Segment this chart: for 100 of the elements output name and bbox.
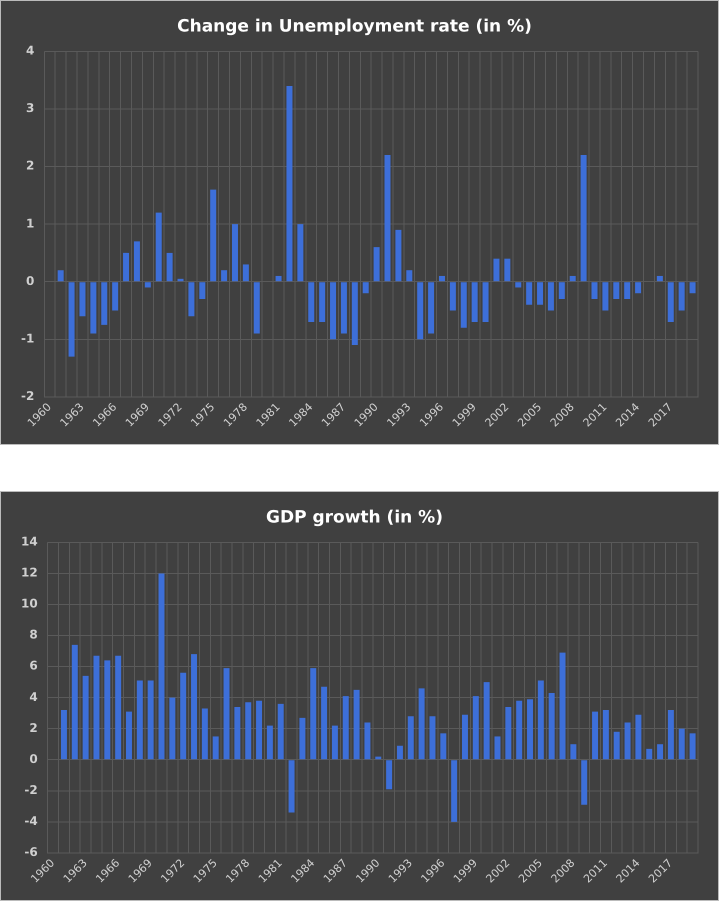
bar (668, 710, 674, 760)
bar (115, 656, 122, 760)
bar (516, 700, 522, 760)
bar (354, 690, 360, 760)
bar (678, 282, 685, 311)
bar (581, 760, 588, 805)
y-tick-label: 2 (29, 720, 38, 735)
bar (310, 668, 316, 760)
y-tick-label: 0 (29, 752, 38, 766)
y-tick-label: -6 (24, 844, 38, 859)
bar (526, 282, 532, 305)
bar (451, 760, 458, 822)
bar (418, 688, 425, 760)
bar (364, 722, 370, 760)
bar (494, 736, 500, 760)
bar (515, 282, 522, 288)
bar (136, 680, 143, 760)
bar (330, 282, 336, 340)
bar (123, 252, 130, 282)
bar (278, 704, 284, 760)
bar (505, 706, 512, 760)
bar (602, 282, 608, 311)
chart-title: GDP growth (in %) (266, 508, 443, 528)
bar (668, 282, 674, 322)
y-tick-label: -4 (24, 814, 38, 828)
y-tick-label: 0 (26, 274, 34, 288)
bar (72, 644, 78, 760)
bar (408, 716, 414, 760)
bar (158, 573, 164, 760)
bar (690, 282, 696, 294)
bar (342, 696, 349, 760)
y-tick-label: 2 (26, 158, 34, 173)
bar (234, 706, 240, 760)
bar (570, 276, 576, 282)
bar (678, 728, 685, 760)
bar (613, 282, 620, 299)
bar (690, 733, 696, 760)
bar (472, 696, 479, 760)
bar (60, 710, 67, 760)
bar (429, 716, 436, 760)
y-tick-label: 4 (29, 690, 38, 704)
bar (560, 652, 566, 760)
bar (210, 190, 216, 282)
bar (79, 282, 86, 316)
bar (558, 282, 565, 299)
bar (450, 282, 456, 311)
bar (188, 282, 194, 316)
bar (602, 710, 609, 760)
bar (484, 682, 490, 760)
bar (332, 726, 338, 760)
bar (82, 676, 89, 760)
bar (232, 224, 238, 282)
bar (242, 264, 249, 282)
bar (656, 276, 663, 282)
bar (635, 282, 642, 294)
bar (646, 748, 652, 760)
bar (548, 282, 554, 311)
bar (286, 86, 292, 282)
y-tick-label: -2 (20, 388, 34, 403)
bar (58, 270, 64, 282)
y-tick-label: 6 (29, 658, 38, 673)
bar (169, 698, 176, 760)
bar (460, 282, 467, 328)
bar (384, 155, 391, 282)
bar (90, 282, 96, 334)
bar (212, 736, 219, 760)
bar (352, 282, 358, 346)
bar (482, 282, 489, 322)
bar (191, 654, 197, 760)
chart-title: Change in Unemployment rate (in %) (177, 16, 532, 37)
bar (527, 699, 533, 760)
bar (386, 760, 392, 790)
bar (266, 726, 273, 760)
bar (472, 282, 478, 322)
bar (417, 282, 424, 340)
bar (537, 282, 544, 305)
bar (156, 212, 162, 282)
bar (657, 744, 664, 760)
bar (624, 722, 631, 760)
bar (428, 282, 434, 334)
bar (104, 660, 110, 760)
bar (319, 282, 326, 322)
bar (504, 258, 510, 282)
bar (321, 686, 328, 760)
bar (548, 692, 555, 760)
bar (180, 672, 186, 760)
bar (245, 702, 252, 760)
bar (396, 746, 403, 760)
bar (254, 282, 260, 334)
bar (93, 656, 100, 760)
y-tick-label: 10 (20, 596, 38, 611)
bar (148, 680, 154, 760)
bar (538, 680, 544, 760)
bar (440, 733, 446, 760)
bar (624, 282, 630, 299)
bar (256, 700, 262, 760)
bar (570, 744, 576, 760)
y-tick-label: 14 (20, 534, 38, 549)
bar (362, 282, 369, 294)
y-tick-label: -2 (24, 782, 38, 797)
